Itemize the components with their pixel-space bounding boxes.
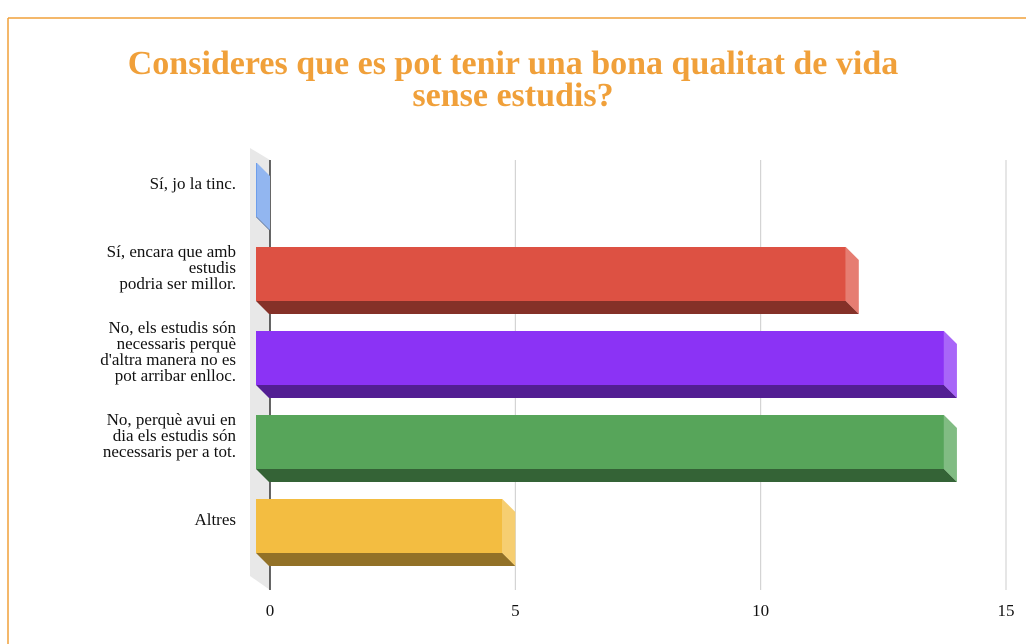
- bar: [256, 499, 503, 553]
- y-tick-label: Sí, jo la tinc.: [149, 174, 236, 193]
- bar-side: [257, 163, 270, 230]
- bar-bottom: [256, 553, 516, 566]
- bar-side: [845, 247, 859, 314]
- bar: [256, 415, 944, 469]
- bar-side: [943, 415, 957, 482]
- bar-bottom: [256, 217, 270, 230]
- y-tick-label: No, els estudis són necessaris perquè d'…: [100, 318, 236, 385]
- bar-bottom: [256, 469, 957, 482]
- x-tick-label: 0: [266, 601, 275, 620]
- x-tick-label: 15: [998, 601, 1015, 620]
- y-tick-label: Altres: [194, 510, 236, 529]
- bar: [256, 163, 257, 217]
- bar-side: [943, 331, 957, 398]
- x-tick-label: 10: [752, 601, 769, 620]
- bar: [256, 247, 846, 301]
- bar-bottom: [256, 301, 859, 314]
- y-tick-label: Sí, encara que amb estudis podria ser mi…: [106, 242, 236, 293]
- chart-title: Consideres que es pot tenir una bona qua…: [127, 45, 899, 114]
- bar-side: [502, 499, 516, 566]
- bar-bottom: [256, 385, 957, 398]
- x-tick-label: 5: [511, 601, 520, 620]
- y-tick-label: No, perquè avui en dia els estudis són n…: [102, 410, 236, 461]
- bar: [256, 331, 944, 385]
